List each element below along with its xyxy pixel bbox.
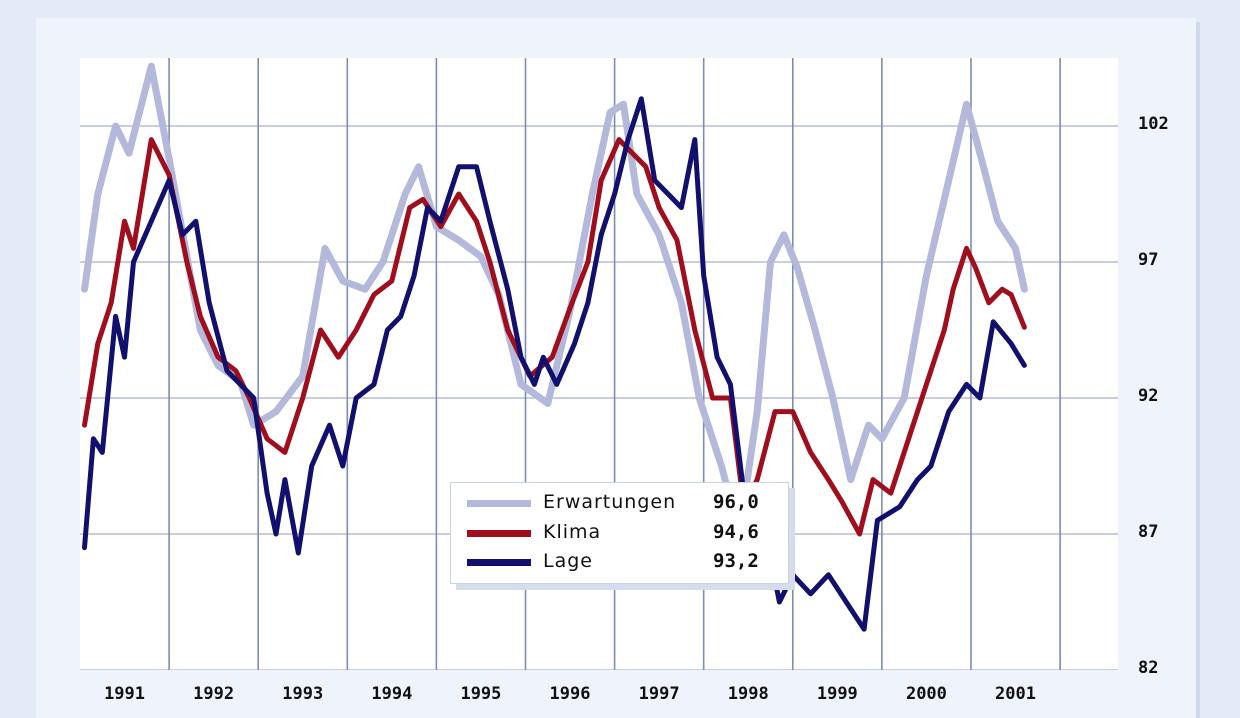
y-tick-label-82: 82 — [1138, 658, 1159, 678]
line-chart — [80, 58, 1118, 670]
legend-item-lage: Lage 93,2 — [451, 548, 788, 576]
x-tick-label-1997: 1997 — [638, 684, 680, 704]
x-tick-label-2001: 2001 — [995, 684, 1036, 704]
legend-swatch-lage — [467, 559, 531, 566]
legend-label-klima: Klima — [543, 521, 602, 543]
legend-value-klima: 94,6 — [713, 521, 759, 543]
series-line-klima — [82, 137, 1027, 537]
y-tick-label-92: 92 — [1138, 386, 1159, 406]
x-tick-label-1998: 1998 — [727, 684, 769, 704]
series-line-erwartungen — [81, 62, 1028, 538]
x-tick-label-1991: 1991 — [104, 684, 146, 704]
series-line-lage — [82, 96, 1027, 632]
x-tick-label-1995: 1995 — [460, 684, 502, 704]
legend-label-lage: Lage — [543, 550, 593, 572]
plot-area — [80, 58, 1118, 670]
y-tick-label-102: 102 — [1138, 114, 1169, 134]
legend-label-erwartungen: Erwartungen — [543, 491, 677, 513]
legend-swatch-klima — [467, 530, 531, 537]
legend-swatch-erwartungen — [467, 500, 531, 507]
x-tick-label-1993: 1993 — [282, 684, 324, 704]
legend-value-erwartungen: 96,0 — [713, 491, 759, 513]
x-tick-label-1992: 1992 — [193, 684, 235, 704]
y-tick-label-87: 87 — [1138, 522, 1159, 542]
x-tick-label-2000: 2000 — [905, 684, 947, 704]
legend-item-erwartungen: Erwartungen 96,0 — [451, 489, 788, 517]
legend-item-klima: Klima 94,6 — [451, 519, 788, 547]
chart-legend: Erwartungen 96,0 Klima 94,6 Lage 93,2 — [450, 482, 789, 584]
x-tick-label-1996: 1996 — [549, 684, 591, 704]
x-tick-label-1994: 1994 — [371, 684, 413, 704]
x-tick-label-1999: 1999 — [816, 684, 858, 704]
legend-value-lage: 93,2 — [713, 550, 759, 572]
y-tick-label-97: 97 — [1138, 250, 1159, 270]
